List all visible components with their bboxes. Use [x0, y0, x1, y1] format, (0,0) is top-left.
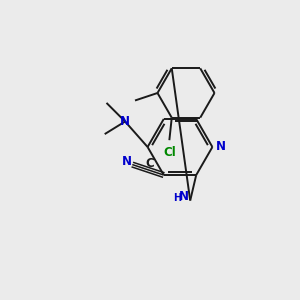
Text: C: C	[145, 157, 154, 170]
Text: N: N	[179, 190, 189, 203]
Text: N: N	[122, 155, 132, 168]
Text: N: N	[216, 140, 226, 154]
Text: H: H	[173, 193, 182, 203]
Text: Cl: Cl	[163, 146, 176, 159]
Text: N: N	[120, 115, 130, 128]
